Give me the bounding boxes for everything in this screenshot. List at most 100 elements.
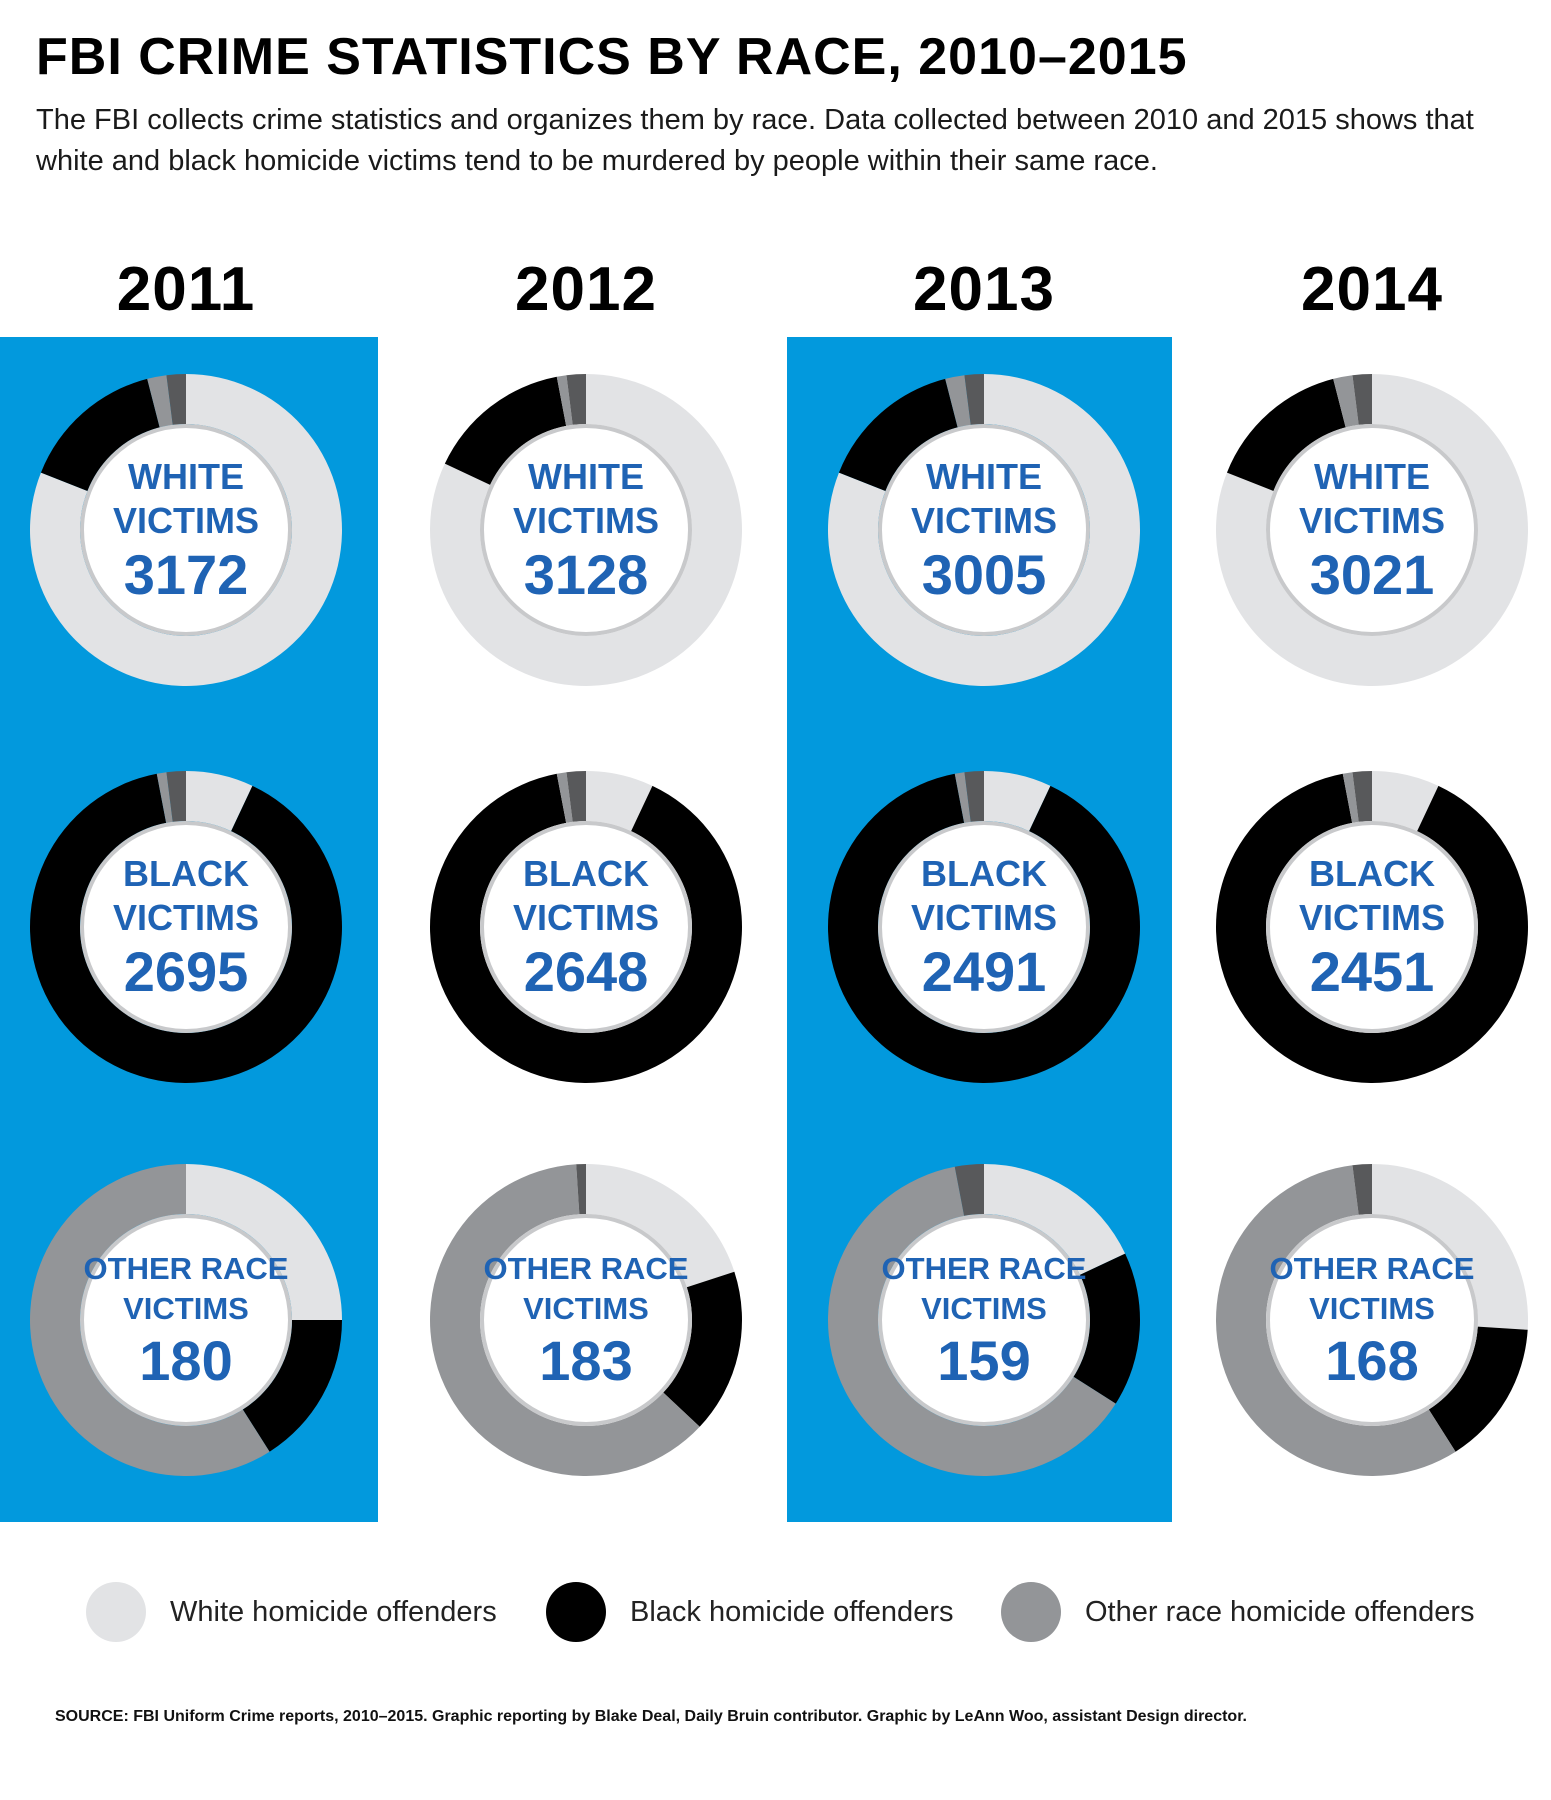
slice-white: [429, 374, 742, 686]
donut-center: [878, 1214, 1090, 1426]
donut-white-2011: WHITE VICTIMS 3172: [30, 374, 342, 686]
legend: White homicide offenders Black homicide …: [86, 1580, 1486, 1644]
donut-center: [1266, 1214, 1478, 1426]
victim-count: 3021: [1309, 543, 1435, 606]
donut-svg: [1216, 771, 1528, 1083]
slice-white: [1216, 374, 1528, 686]
donut-label: BLACK VICTIMS 2491: [828, 771, 1140, 1083]
donut-svg: [1216, 1164, 1528, 1476]
source-note: SOURCE: FBI Uniform Crime reports, 2010–…: [55, 1708, 1247, 1725]
slice-black: [444, 376, 567, 485]
slice-white: [1372, 1164, 1528, 1330]
slice-black: [1226, 378, 1346, 491]
slice-other: [1333, 375, 1359, 428]
donut-label: WHITE VICTIMS 3005: [828, 374, 1140, 686]
slice-other: [556, 375, 573, 426]
victims-label: VICTIMS: [921, 1291, 1047, 1326]
victim-count: 3172: [123, 543, 249, 606]
donut-svg: [828, 771, 1140, 1083]
donut-other-race-2014: OTHER RACE VICTIMS 168: [1216, 1164, 1528, 1476]
donut-label: WHITE VICTIMS 3021: [1216, 374, 1528, 686]
victim-group-label: OTHER RACE: [483, 1251, 689, 1286]
slice-unknown: [1352, 374, 1372, 425]
slice-white: [1372, 771, 1439, 832]
donut-label: WHITE VICTIMS 3128: [430, 374, 742, 686]
donut-center: [80, 424, 292, 636]
donut-center: [480, 821, 692, 1033]
victim-group-label: BLACK: [1309, 853, 1435, 894]
slice-black: [838, 378, 958, 491]
donut-svg: [430, 771, 742, 1083]
donut-svg: [29, 1164, 342, 1476]
slice-unknown: [964, 374, 984, 425]
slice-white: [586, 771, 653, 832]
slice-white: [186, 1164, 342, 1320]
legend-item-black: Black homicide offenders: [546, 1580, 953, 1644]
victim-group-label: OTHER RACE: [881, 1251, 1087, 1286]
victim-group-label: OTHER RACE: [83, 1251, 289, 1286]
slice-other: [430, 1164, 700, 1476]
donut-svg: [828, 374, 1140, 686]
donut-other-race-2012: OTHER RACE VICTIMS 183: [430, 1164, 742, 1476]
slice-white: [186, 771, 253, 832]
donut-svg: [1216, 374, 1528, 686]
slice-white: [30, 374, 342, 686]
slice-other: [156, 772, 173, 823]
victim-count: 2648: [523, 940, 649, 1003]
slice-black: [242, 1320, 342, 1452]
victims-label: VICTIMS: [910, 897, 1057, 938]
donut-center: [480, 424, 692, 636]
victim-group-label: WHITE: [128, 456, 244, 497]
donut-white-2014: WHITE VICTIMS 3021: [1216, 374, 1528, 686]
donut-other-race-2011: OTHER RACE VICTIMS 180: [29, 1164, 342, 1476]
slice-black: [430, 773, 742, 1083]
legend-label-black: Black homicide offenders: [630, 1595, 954, 1628]
slice-other: [147, 375, 173, 428]
legend-swatch-white: [86, 1582, 146, 1642]
slice-unknown: [566, 771, 586, 822]
victim-group-label: WHITE: [1314, 456, 1430, 497]
victim-count: 159: [937, 1329, 1031, 1392]
victims-label: VICTIMS: [112, 897, 259, 938]
legend-item-other: Other race homicide offenders: [1001, 1580, 1475, 1644]
victim-count: 2491: [921, 940, 1047, 1003]
donut-black-2014: BLACK VICTIMS 2451: [1216, 771, 1528, 1083]
legend-item-white: White homicide offenders: [86, 1580, 497, 1644]
donut-label: BLACK VICTIMS 2451: [1216, 771, 1528, 1083]
victims-label: VICTIMS: [123, 1291, 249, 1326]
legend-swatch-black: [546, 1582, 606, 1642]
slice-unknown: [1352, 1164, 1372, 1215]
donut-white-2013: WHITE VICTIMS 3005: [828, 374, 1140, 686]
victim-count: 180: [139, 1329, 233, 1392]
donut-center: [1266, 424, 1478, 636]
victims-label: VICTIMS: [1298, 500, 1445, 541]
victims-label: VICTIMS: [1298, 897, 1445, 938]
victims-label: VICTIMS: [512, 897, 659, 938]
slice-other: [29, 1164, 270, 1476]
slice-unknown: [166, 374, 186, 425]
slice-unknown: [1352, 771, 1372, 822]
donut-svg: [430, 1164, 742, 1476]
victim-count: 3128: [523, 543, 649, 606]
slice-black: [1216, 773, 1528, 1083]
donut-svg: [828, 1164, 1140, 1476]
slice-unknown: [576, 1164, 586, 1215]
donut-center: [878, 424, 1090, 636]
year-label-2011: 2011: [116, 255, 256, 324]
year-label-2013: 2013: [913, 255, 1055, 324]
slice-white: [828, 374, 1140, 686]
slice-other: [1342, 772, 1359, 823]
victim-group-label: OTHER RACE: [1269, 1251, 1475, 1286]
donut-center: [1266, 821, 1478, 1033]
page-subtitle: The FBI collects crime statistics and or…: [36, 104, 1474, 177]
victim-group-label: WHITE: [926, 456, 1042, 497]
slice-white: [984, 771, 1051, 832]
slice-other: [1216, 1165, 1456, 1476]
slice-black: [663, 1271, 742, 1427]
slice-black: [1428, 1326, 1528, 1452]
donut-center: [80, 1214, 292, 1426]
legend-swatch-other: [1001, 1582, 1061, 1642]
donut-center: [80, 821, 292, 1033]
victim-group-label: BLACK: [123, 853, 249, 894]
donut-center: [878, 821, 1090, 1033]
